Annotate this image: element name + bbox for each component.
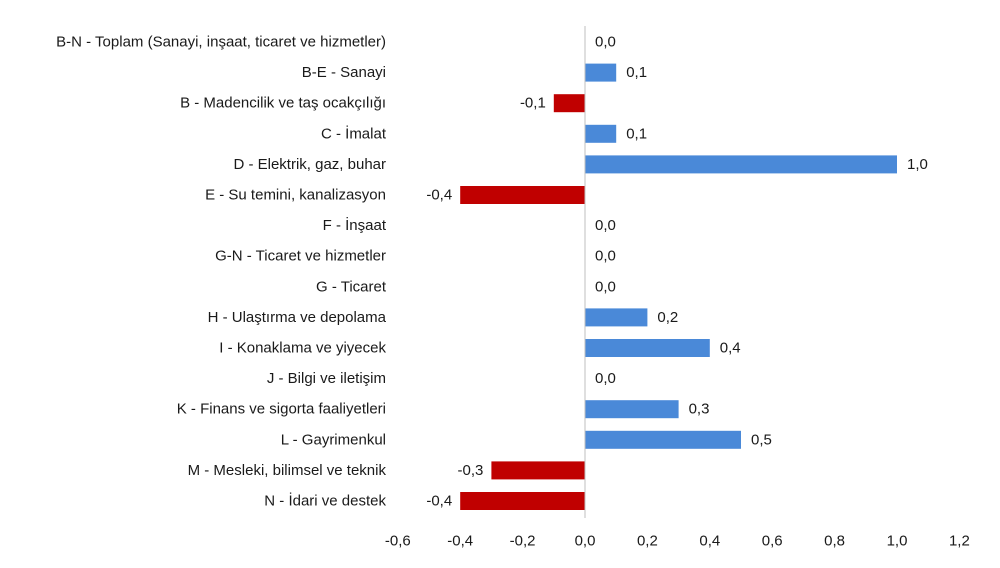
x-tick-label: -0,2 [510, 533, 536, 550]
bar [585, 124, 617, 143]
category-label: K - Finans ve sigorta faaliyetleri [177, 401, 386, 418]
bars-group [460, 63, 897, 510]
data-label: 1,0 [907, 156, 928, 173]
data-label: -0,4 [426, 493, 452, 510]
x-tick-label: 0,0 [575, 533, 596, 550]
category-label: M - Mesleki, bilimsel ve teknik [188, 462, 387, 479]
bar [553, 94, 585, 113]
data-label: 0,3 [689, 401, 710, 418]
bar [585, 308, 648, 327]
x-tick-label: -0,4 [447, 533, 473, 550]
data-label: 0,0 [595, 248, 616, 265]
data-label: 0,1 [626, 64, 647, 81]
data-label: -0,1 [520, 95, 546, 112]
x-tick-label: 1,0 [887, 533, 908, 550]
category-label: B-E - Sanayi [302, 64, 386, 81]
data-label: 0,5 [751, 431, 772, 448]
data-label: 0,0 [595, 370, 616, 387]
data-label: -0,4 [426, 187, 452, 204]
category-label: L - Gayrimenkul [281, 431, 386, 448]
category-label: C - İmalat [321, 124, 387, 142]
bar [491, 461, 585, 480]
category-label: F - İnşaat [323, 216, 387, 234]
data-label: 0,2 [657, 309, 678, 326]
x-tick-label: 0,4 [699, 533, 720, 550]
category-labels-group: B-N - Toplam (Sanayi, inşaat, ticaret ve… [56, 34, 387, 510]
x-tick-label: 0,8 [824, 533, 845, 550]
data-label: 0,0 [595, 217, 616, 234]
data-label: 0,4 [720, 340, 741, 357]
data-label: -0,3 [458, 462, 484, 479]
category-label: G - Ticaret [316, 278, 387, 295]
data-label: 0,1 [626, 125, 647, 142]
category-label: N - İdari ve destek [264, 492, 386, 510]
x-tick-label: -0,6 [385, 533, 411, 550]
x-tick-label: 1,2 [949, 533, 970, 550]
bar [585, 400, 679, 419]
bar [460, 186, 585, 204]
x-tick-label: 0,6 [762, 533, 783, 550]
bar [585, 155, 897, 174]
x-axis-ticks-group: -0,6 -0,4 -0,2 0,0 0,2 0,4 0,6 0,8 1,0 1,2 [385, 533, 970, 550]
category-label: G-N - Ticaret ve hizmetler [215, 248, 386, 265]
data-label: 0,0 [595, 34, 616, 51]
bar [460, 492, 585, 510]
value-labels-group: 0,0 0,1 -0,1 0,1 1,0 -0,4 0,0 0,0 0,0 0,2 0,4 0,0 0,… [426, 34, 928, 510]
category-label: E - Su temini, kanalizasyon [205, 187, 386, 204]
category-label: J - Bilgi ve iletişim [267, 370, 386, 387]
category-label: I - Konaklama ve yiyecek [219, 340, 386, 357]
category-label: B-N - Toplam (Sanayi, inşaat, ticaret ve… [56, 34, 386, 51]
x-tick-label: 0,2 [637, 533, 658, 550]
bar [585, 63, 617, 82]
category-label: D - Elektrik, gaz, buhar [233, 156, 386, 173]
category-label: B - Madencilik ve taş ocakçılığı [180, 95, 386, 112]
data-label: 0,0 [595, 278, 616, 295]
bar [585, 339, 710, 357]
bar [585, 430, 741, 449]
category-label: H - Ulaştırma ve depolama [208, 309, 387, 326]
